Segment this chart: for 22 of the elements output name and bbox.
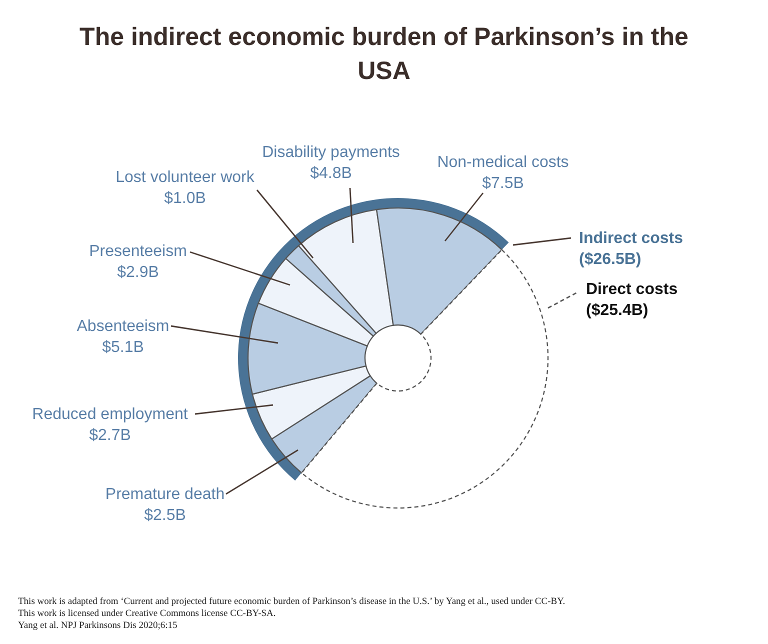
slice-label: Reduced employment [32,406,188,423]
text: Yang et al. NPJ Parkinsons Dis 2020;6:15 [18,620,178,632]
data-label: $5.1B [102,339,144,356]
text: This work is adapted from ‘Current and projected future economic burden of Parkinson’s disease in the U.S.’ by Yang et al., used under CC-BY. [18,596,566,608]
slice-label: Direct costs [586,281,678,298]
data-label: $2.7B [89,427,131,444]
data-label: $2.5B [144,507,186,524]
slice-label: Disability payments [262,144,400,161]
data-label: $7.5B [482,175,524,192]
data-label: $2.9B [117,264,159,281]
slice-label: Non-medical costs [437,154,569,171]
slice-label: Presenteeism [89,243,187,260]
data-label: $1.0B [164,190,206,207]
data-label: ($25.4B) [586,302,648,319]
data-label: $4.8B [310,165,352,182]
slice-label: Absenteeism [76,318,170,335]
text: This work is licensed under Creative Commons license CC-BY-SA. [18,608,277,620]
slice-label: Lost volunteer work [116,169,256,186]
slice-label: Premature death [105,486,225,503]
chart-title: The indirect economic burden of Parkinson’s in the USA [78,22,690,87]
slice-label: Indirect costs [579,230,684,247]
data-label: ($26.5B) [579,251,642,268]
